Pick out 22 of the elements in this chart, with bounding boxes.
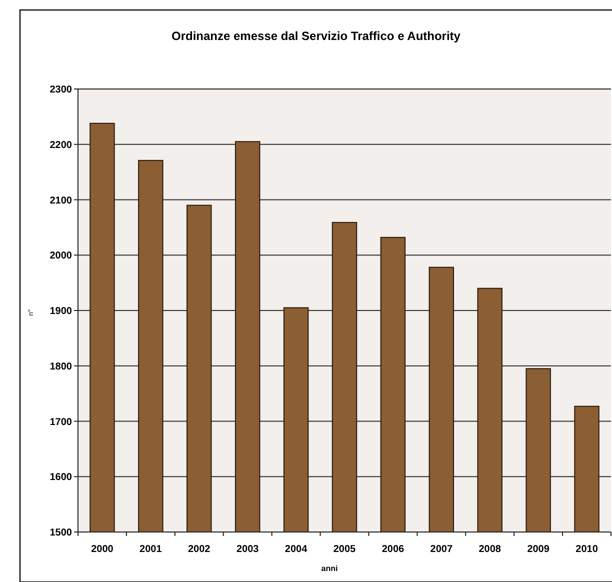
- x-tick-label: 2008: [478, 544, 502, 555]
- y-tick-label: 2200: [50, 140, 72, 151]
- x-tick-label: 2001: [140, 544, 162, 555]
- y-tick-label: 1800: [50, 361, 72, 372]
- x-tick-label: 2005: [333, 544, 356, 555]
- y-tick-label: 1700: [50, 416, 72, 428]
- chart-title: Ordinanze emesse dal Servizio Traffico e Authority: [172, 29, 461, 43]
- x-tick-label: 2000: [91, 544, 114, 555]
- y-tick-label: 1900: [50, 306, 72, 317]
- x-tick-label: 2010: [576, 544, 598, 555]
- x-tick-label: 2006: [382, 544, 405, 555]
- y-tick-label: 2100: [50, 195, 72, 206]
- y-tick-label: 1600: [50, 472, 72, 484]
- y-tick-label: 2000: [50, 250, 72, 262]
- x-tick-label: 2009: [527, 544, 550, 555]
- y-tick-label: 1500: [50, 528, 72, 538]
- x-tick-label: 2007: [430, 544, 453, 555]
- x-tick-label: 2002: [188, 544, 211, 555]
- x-axis-title: anni: [321, 564, 338, 573]
- y-tick-label: 2300: [50, 84, 72, 96]
- x-tick-label: 2004: [284, 544, 308, 555]
- x-tick-label: 2003: [236, 544, 260, 555]
